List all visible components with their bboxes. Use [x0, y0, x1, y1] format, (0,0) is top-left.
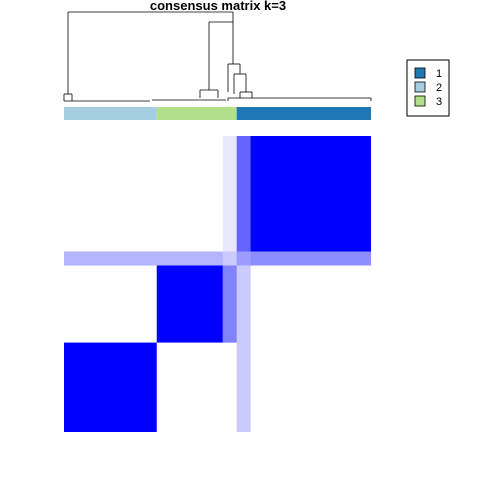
legend-label-1: 1 [436, 68, 442, 80]
legend-swatch-2 [414, 81, 426, 93]
heatmap-block-2-2 [64, 342, 157, 432]
legend-label-3: 3 [436, 96, 442, 108]
annotation-cluster-3 [156, 107, 237, 120]
legend-swatch-3 [414, 95, 426, 107]
chart-title: consensus matrix k=3 [150, 0, 286, 13]
legend: 1 2 3 [406, 59, 450, 117]
heatmap-body [64, 136, 371, 432]
fuzzy-col-band [236, 136, 251, 432]
faint-streak [222, 136, 237, 343]
legend-box [406, 59, 450, 117]
annotation-cluster-1 [236, 107, 371, 120]
cluster-annotation-bar [64, 107, 371, 120]
dendrogram [63, 11, 372, 102]
fuzzy-row-band [64, 251, 371, 266]
legend-label-2: 2 [436, 82, 442, 94]
legend-swatch-1 [414, 67, 426, 79]
heatmap-block-1-1-core [250, 136, 371, 252]
annotation-cluster-2 [64, 107, 157, 120]
